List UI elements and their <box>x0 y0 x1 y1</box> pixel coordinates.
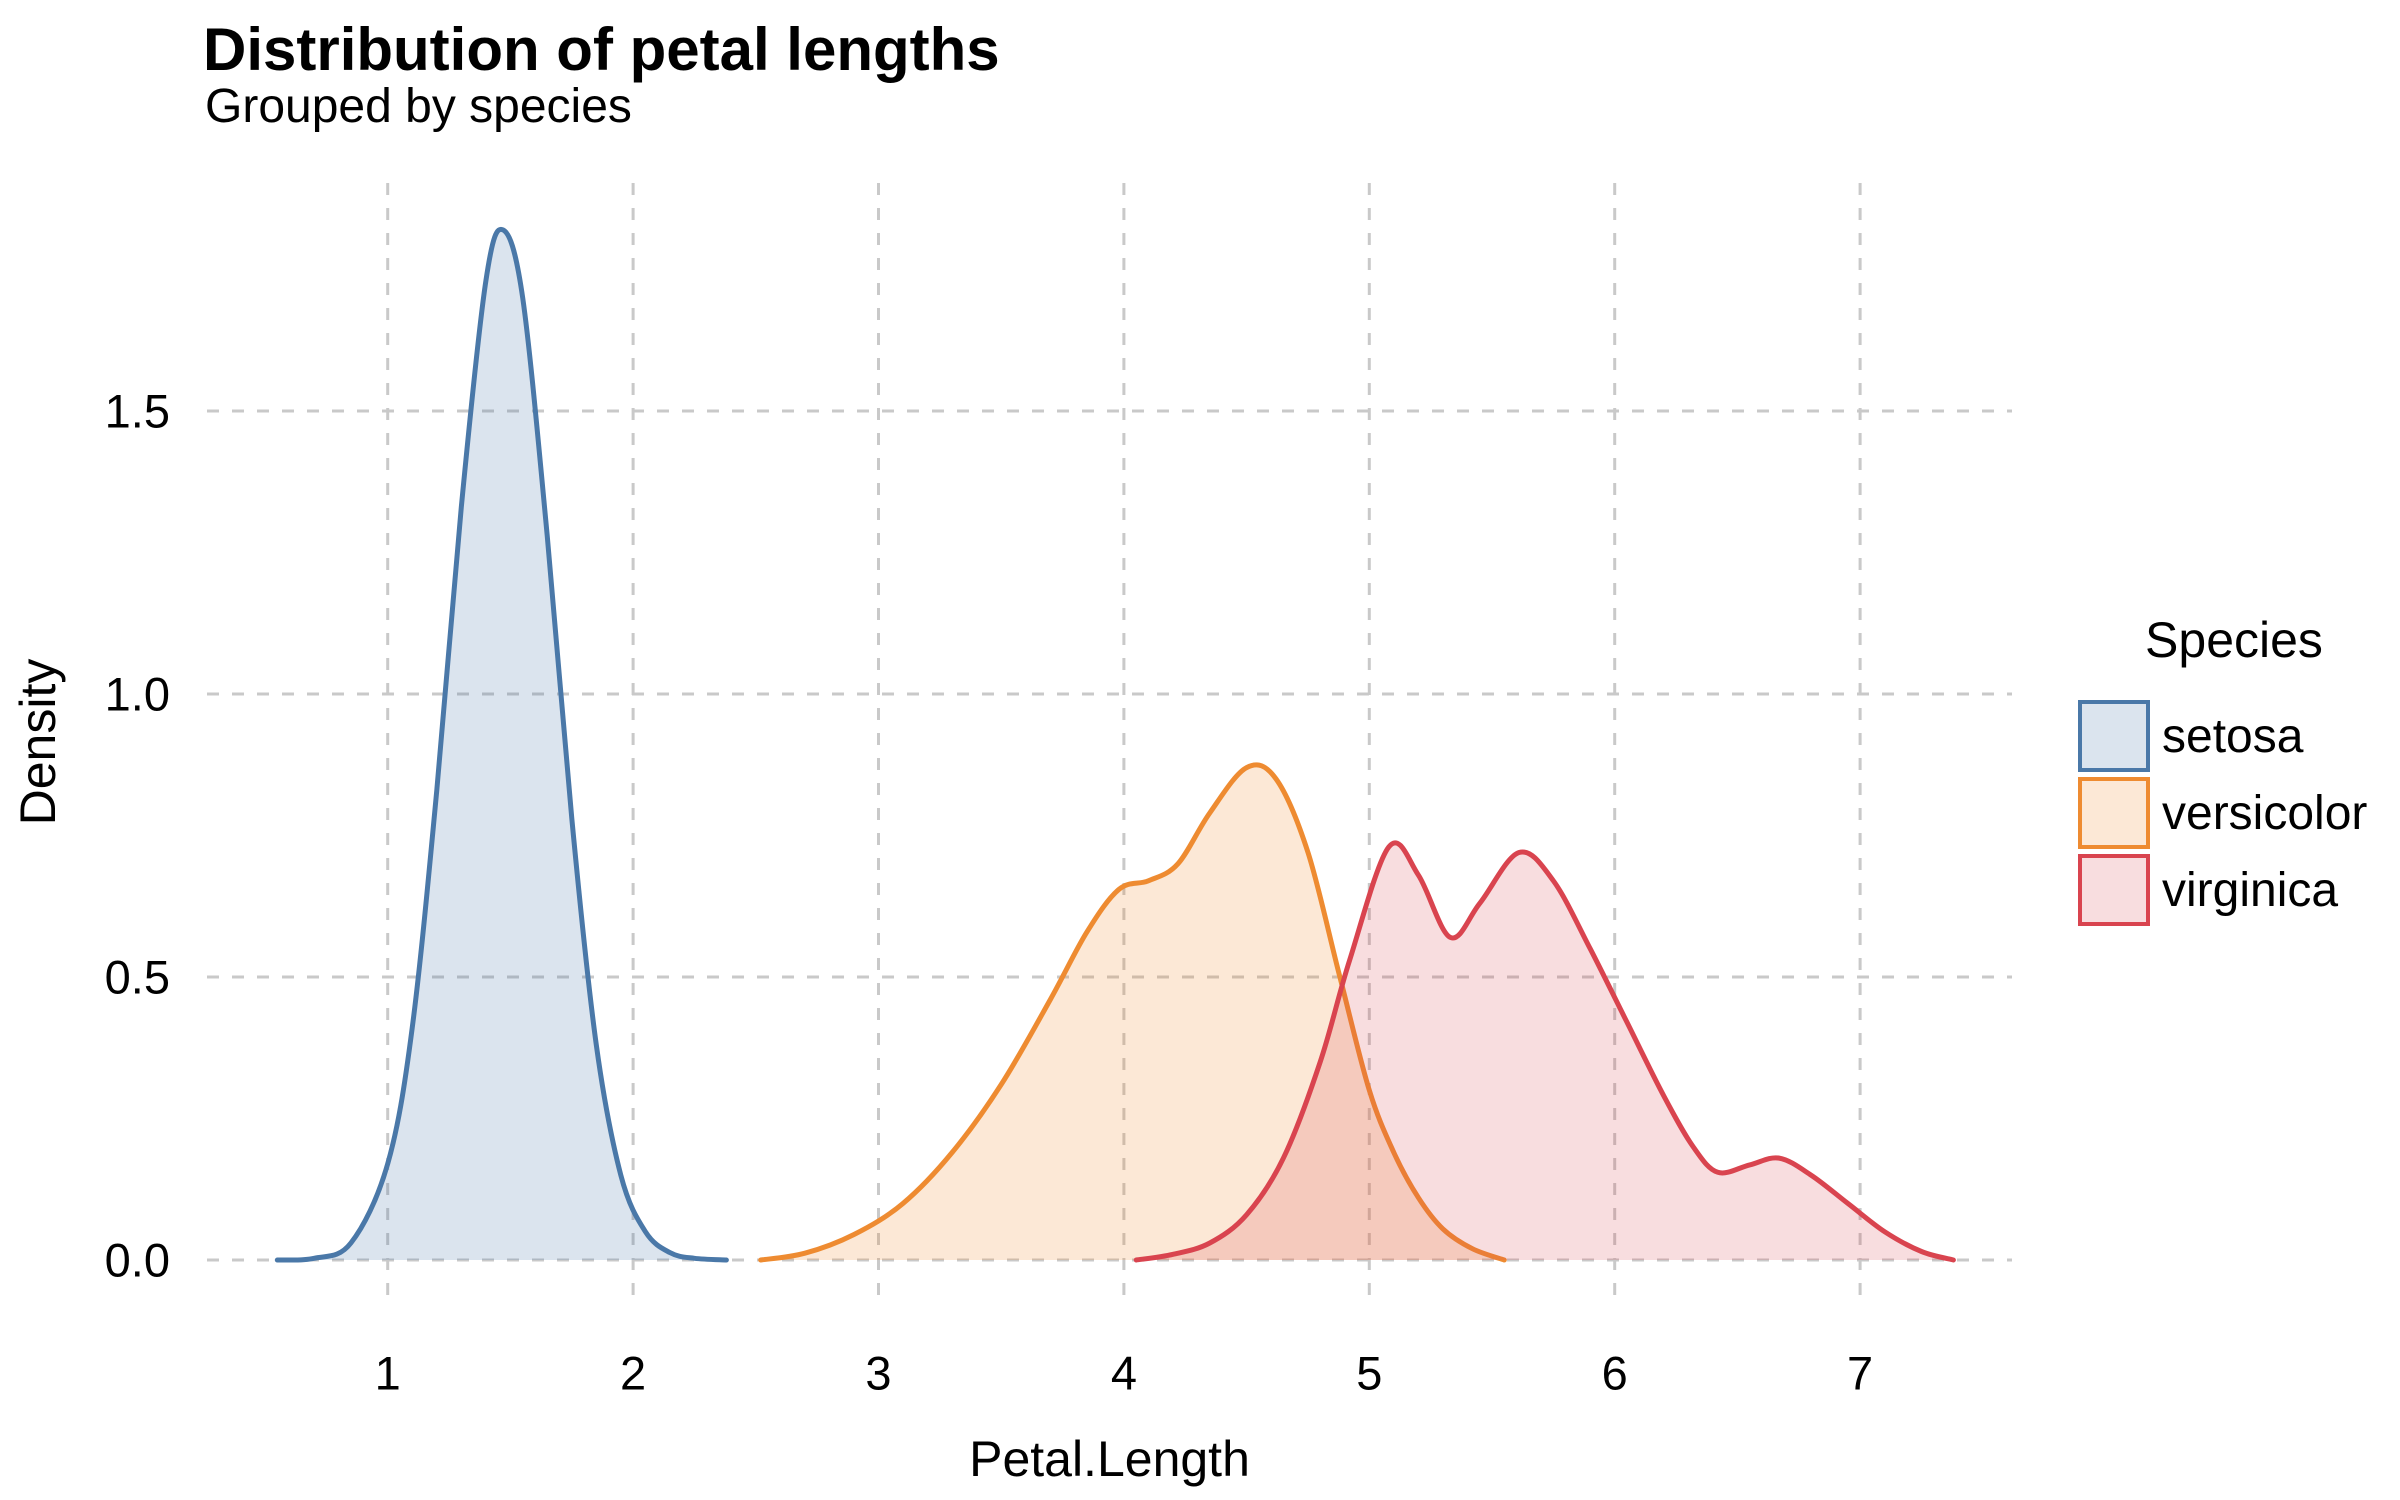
legend-item-versicolor: versicolor <box>2078 777 2367 849</box>
x-tick-label-6: 6 <box>1602 1346 1628 1399</box>
x-tick-label-7: 7 <box>1847 1346 1873 1399</box>
legend-item-setosa: setosa <box>2078 700 2367 772</box>
x-tick-label-3: 3 <box>865 1346 891 1399</box>
density-line-setosa <box>274 226 729 1263</box>
density-line-virginica <box>1133 840 1956 1263</box>
legend-title: Species <box>2145 612 2323 668</box>
y-axis-title-text: Density <box>10 658 66 826</box>
legend-swatch-versicolor <box>2078 777 2150 849</box>
chart-subtitle: Grouped by species <box>205 80 632 133</box>
density-area-setosa <box>277 229 727 1261</box>
x-tick-label-5: 5 <box>1356 1346 1382 1399</box>
x-tick-label-4: 4 <box>1111 1346 1137 1399</box>
y-tick-label-0.5: 0.5 <box>105 950 170 1003</box>
y-tick-label-1.0: 1.0 <box>105 667 170 720</box>
density-area-versicolor <box>760 764 1505 1260</box>
legend-label-versicolor: versicolor <box>2162 786 2368 840</box>
chart-title: Distribution of petal lengths <box>203 16 1000 83</box>
density-area-virginica <box>1136 842 1954 1260</box>
legend-swatch-setosa <box>2078 700 2150 772</box>
x-tick-label-1: 1 <box>375 1346 401 1399</box>
legend-label-setosa: setosa <box>2162 709 2304 763</box>
density-line-versicolor <box>758 762 1507 1263</box>
x-tick-label-2: 2 <box>620 1346 646 1399</box>
y-tick-label-0.0: 0.0 <box>105 1233 170 1286</box>
legend-label-virginica: virginica <box>2162 863 2339 917</box>
legend: setosa versicolor virginica <box>2078 700 2367 926</box>
legend-swatch-virginica <box>2078 854 2150 926</box>
x-axis-title: Petal.Length <box>969 1431 1250 1487</box>
y-tick-label-1.5: 1.5 <box>105 384 170 437</box>
legend-item-virginica: virginica <box>2078 854 2367 926</box>
